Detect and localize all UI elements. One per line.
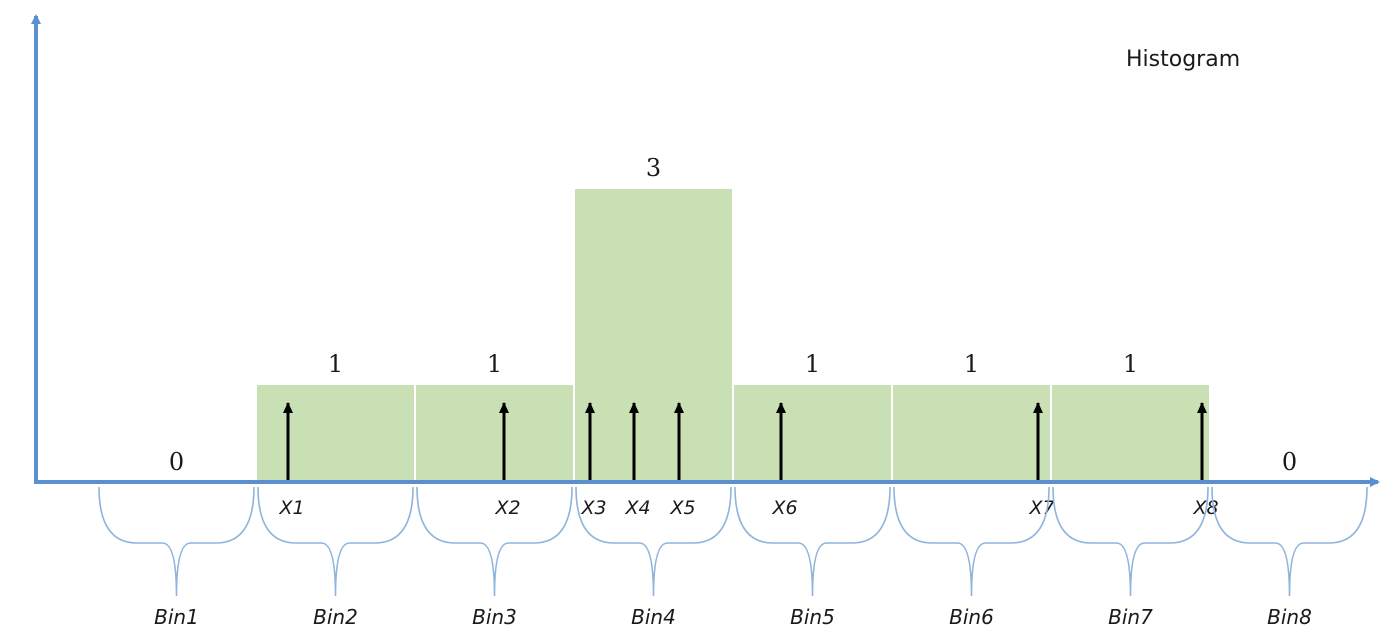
bin-brace (575, 486, 732, 597)
bin-count-label: 0 (1282, 448, 1297, 476)
sample-label: X1 (278, 497, 304, 519)
bin-count-label: 1 (1123, 350, 1138, 378)
histogram-bar (573, 187, 734, 483)
sample-label: X7 (1028, 497, 1054, 519)
histogram-bar (732, 383, 893, 483)
bin-label: Bin3 (472, 605, 517, 629)
bin-label: Bin2 (313, 605, 358, 629)
bin-count-label: 3 (646, 154, 661, 182)
bin-label: Bin6 (949, 605, 994, 629)
bin-brace (257, 486, 414, 597)
bin-brace (416, 486, 573, 597)
sample-label: X2 (494, 497, 520, 519)
bin-count-labels: 0 1 1 3 1 1 1 0 (169, 154, 1297, 476)
bin-brace (1052, 486, 1209, 597)
bin-count-label: 0 (169, 448, 184, 476)
sample-arrows (283, 402, 1207, 482)
bin-label: Bin4 (631, 605, 676, 629)
sample-label: X6 (771, 497, 797, 519)
diagram-title: Histogram (1126, 47, 1240, 72)
bin-count-label: 1 (805, 350, 820, 378)
sample-label: X8 (1192, 497, 1218, 519)
bin-count-label: 1 (487, 350, 502, 378)
bin-brace (1211, 486, 1368, 597)
bin-labels: Bin1 Bin2 Bin3 Bin4 Bin5 Bin6 Bin7 Bin8 (154, 605, 1312, 629)
bin-label: Bin7 (1108, 605, 1153, 629)
bin-label: Bin1 (154, 605, 199, 629)
sample-label: X3 (580, 497, 606, 519)
bin-label: Bin5 (790, 605, 835, 629)
sample-label: X4 (624, 497, 650, 519)
bin-count-label: 1 (964, 350, 979, 378)
histogram-bar (255, 383, 416, 483)
histogram-bar (414, 383, 575, 483)
bin-brace (893, 486, 1050, 597)
bin-label: Bin8 (1267, 605, 1312, 629)
bin-brace (98, 486, 255, 597)
bin-braces (98, 486, 1368, 597)
histogram-bar (1050, 383, 1211, 483)
sample-label: X5 (669, 497, 695, 519)
histogram-bar (891, 383, 1052, 483)
histogram-bars (255, 187, 1211, 483)
bin-count-label: 1 (328, 350, 343, 378)
sample-labels: X1 X2 X3 X4 X5 X6 X7 X8 (278, 497, 1218, 519)
bin-brace (734, 486, 891, 597)
